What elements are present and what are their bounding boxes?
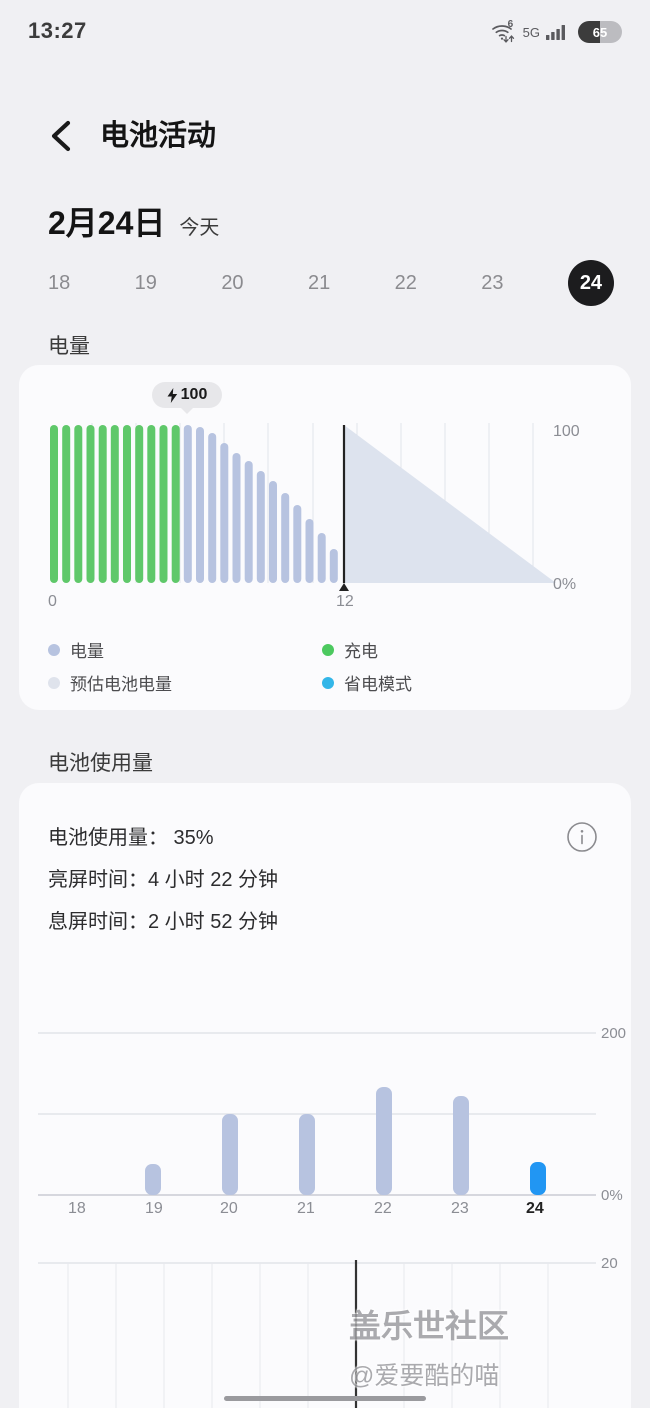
svg-text:19: 19 bbox=[145, 1200, 163, 1217]
svg-text:20: 20 bbox=[601, 1255, 618, 1272]
svg-text:100: 100 bbox=[553, 423, 580, 440]
svg-text:18: 18 bbox=[68, 1200, 86, 1217]
svg-text:22: 22 bbox=[374, 1200, 392, 1217]
svg-text:21: 21 bbox=[297, 1200, 315, 1217]
svg-text:0%: 0% bbox=[601, 1187, 623, 1204]
svg-text:0: 0 bbox=[48, 593, 57, 610]
svg-text:23: 23 bbox=[451, 1200, 469, 1217]
svg-text:0%: 0% bbox=[553, 576, 576, 593]
svg-text:12: 12 bbox=[336, 593, 354, 610]
svg-text:20: 20 bbox=[220, 1200, 238, 1217]
svg-text:24: 24 bbox=[526, 1200, 544, 1217]
svg-text:200: 200 bbox=[601, 1025, 626, 1042]
